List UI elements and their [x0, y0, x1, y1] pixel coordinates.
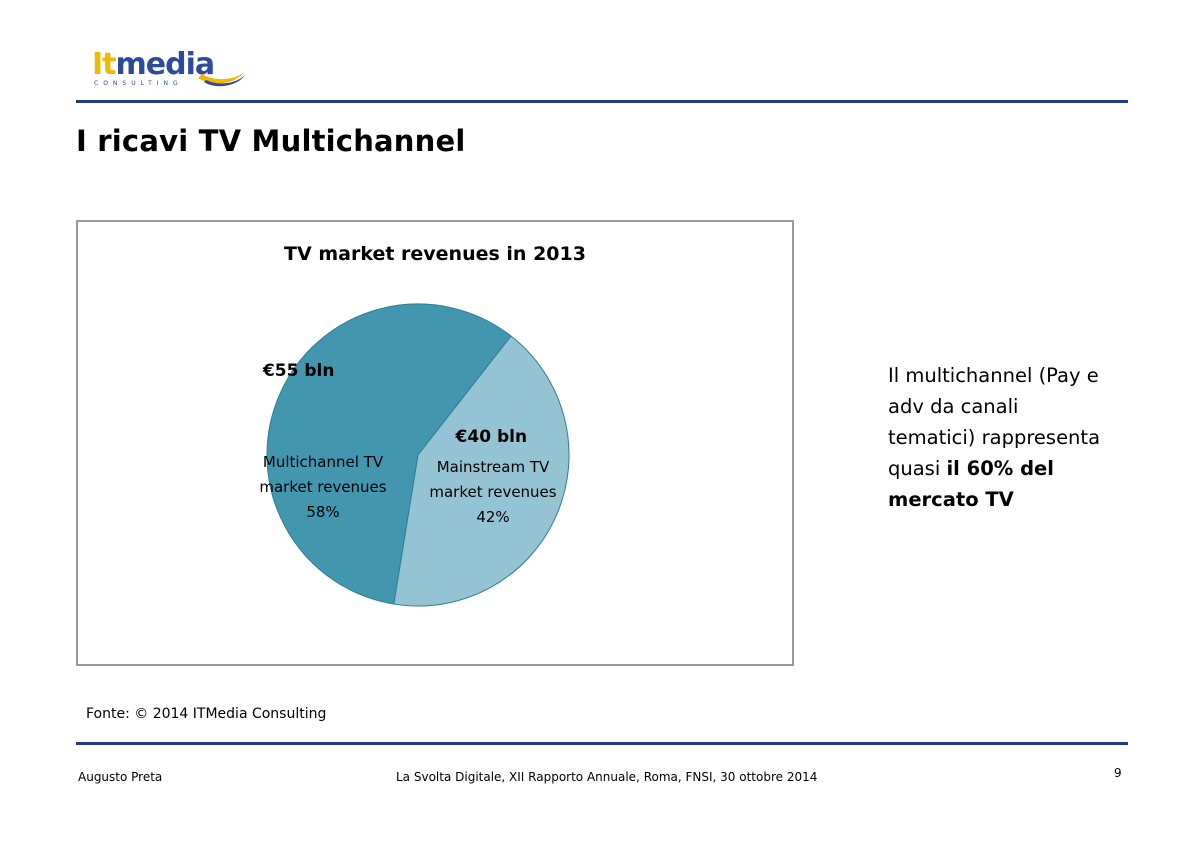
slice-label-multichannel-line-1: Multichannel TV: [263, 453, 384, 471]
slice-label-multichannel-line-2: market revenues: [259, 478, 386, 496]
side-line-4-bold: il 60% del: [946, 457, 1054, 480]
chart-frame: TV market revenues in 2013 €55 bln Multic…: [76, 220, 794, 666]
chart-title: TV market revenues in 2013: [284, 243, 586, 265]
source-note: Fonte: © 2014 ITMedia Consulting: [86, 706, 327, 722]
side-line-2: adv da canali: [888, 395, 1019, 418]
slice-label-mainstream-line-1: Mainstream TV: [437, 458, 550, 476]
pie-labels: €55 bln Multichannel TV market revenues 58%…: [259, 361, 556, 526]
header-divider: [76, 100, 1128, 103]
logo-media: media: [115, 47, 216, 82]
slice-label-multichannel-line-3: 58%: [306, 503, 339, 521]
side-line-3: tematici) rappresenta: [888, 426, 1101, 449]
logo-subtitle: CONSULTING: [94, 80, 183, 87]
footer-author: Augusto Preta: [78, 770, 163, 784]
footer-divider: [76, 742, 1128, 745]
value-label-multichannel: €55 bln: [262, 361, 335, 381]
side-line-5-bold: mercato TV: [888, 488, 1014, 511]
value-label-mainstream: €40 bln: [455, 427, 528, 447]
side-commentary: Il multichannel (Pay e adv da canali tem…: [888, 360, 1128, 515]
page-number: 9: [1114, 766, 1122, 780]
pie-slice-multichannel: [266, 303, 512, 605]
footer-event: La Svolta Digitale, XII Rapporto Annuale…: [396, 770, 818, 784]
slide-title: I ricavi TV Multichannel: [76, 124, 466, 158]
side-line-1: Il multichannel (Pay e: [888, 364, 1099, 387]
logo-wordmark: Itmedia: [92, 47, 216, 82]
pie-slice-mainstream: [393, 335, 570, 607]
side-line-4-prefix: quasi: [888, 457, 947, 480]
logo-it: It: [92, 47, 116, 82]
logo-swoosh-icon: [198, 72, 245, 87]
slice-label-mainstream-line-3: 42%: [476, 508, 509, 526]
itmedia-logo: Itmedia CONSULTING: [92, 48, 252, 94]
pie-slices: [266, 303, 570, 607]
slice-label-mainstream-line-2: market revenues: [429, 483, 556, 501]
pie-chart: TV market revenues in 2013 €55 bln Multic…: [259, 243, 586, 607]
